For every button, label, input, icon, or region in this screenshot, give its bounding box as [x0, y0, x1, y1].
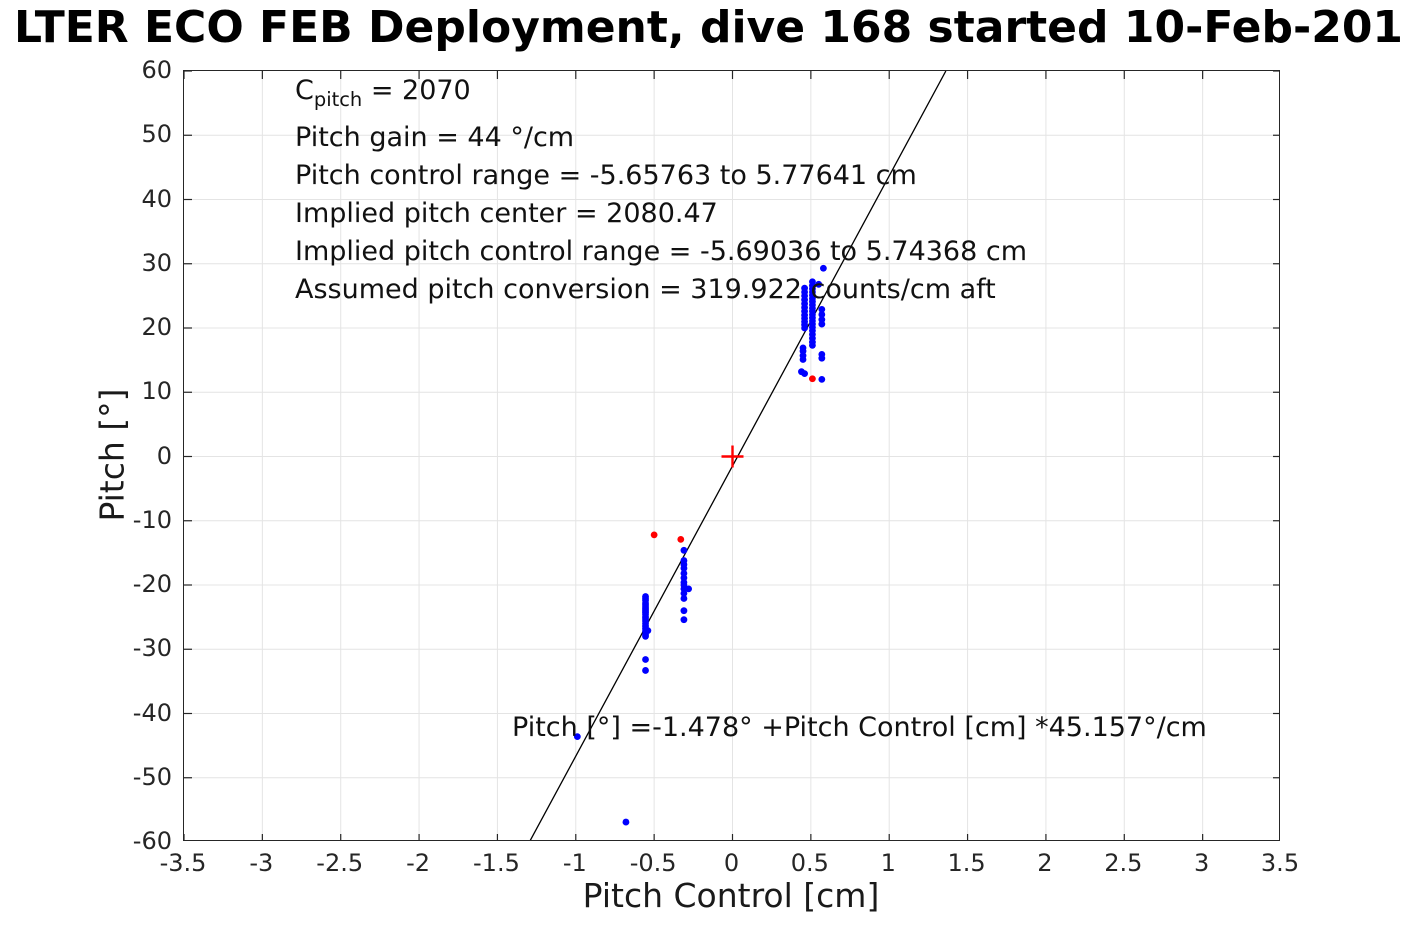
x-tick-label: -1.5: [473, 849, 520, 877]
y-tick-label: 30: [141, 248, 172, 277]
pitch-samples-blue-point: [818, 376, 826, 383]
y-tick-label: 20: [141, 313, 172, 341]
pitch-samples-blue-point: [818, 320, 826, 328]
x-tick-label: 1: [880, 849, 896, 877]
plot-area: [183, 70, 1280, 841]
x-tick-label: -3.5: [159, 849, 207, 877]
pitch-samples-blue-point: [815, 280, 823, 288]
x-tick-label: 0.5: [790, 849, 829, 877]
y-tick-label: 40: [141, 184, 172, 213]
pitch-samples-blue-point: [818, 311, 826, 318]
origin-plus-marker: [721, 445, 744, 468]
chart-title: LTER ECO FEB Deployment, dive 168 starte…: [13, 2, 1404, 53]
pitch-samples-blue-point: [685, 585, 693, 593]
pitch-samples-blue-point: [818, 305, 826, 313]
y-tick-label: -50: [132, 762, 172, 791]
y-tick-label: -20: [132, 570, 172, 598]
y-tick-label: -60: [132, 827, 172, 855]
pitch-samples-red-point: [677, 535, 685, 543]
pitch-samples-blue-point: [680, 595, 688, 602]
pitch-samples-red-point: [650, 531, 658, 539]
pitch-samples-blue-point: [680, 546, 688, 554]
y-tick-label: -40: [132, 698, 172, 727]
fit-equation-label: Pitch [°] =-1.478° +Pitch Control [cm] *…: [512, 712, 1207, 743]
stat-line-assumed-pitch-conversion: Assumed pitch conversion = 319.922 count…: [295, 274, 996, 305]
pitch-samples-blue-point: [680, 564, 688, 572]
y-tick-label: 50: [141, 120, 172, 149]
x-tick-label: 2: [1037, 849, 1053, 877]
cpitch-value: = 2070: [362, 75, 471, 106]
x-tick-label: 3: [1194, 849, 1210, 877]
x-tick-label: 2.5: [1104, 849, 1143, 877]
pitch-samples-blue-point: [809, 341, 816, 349]
pitch-samples-blue-point: [622, 818, 630, 826]
pitch-samples-red-point: [809, 375, 816, 383]
x-tick-label: -2.5: [316, 849, 364, 877]
x-tick-label: -2: [406, 849, 431, 877]
stat-line-implied-pitch-center: Implied pitch center = 2080.47: [295, 198, 718, 229]
pitch-samples-blue-point: [799, 356, 807, 363]
pitch-samples-blue-point: [680, 589, 688, 597]
x-tick-label: 3.5: [1260, 849, 1300, 877]
pitch-samples-blue-point: [642, 667, 649, 674]
cpitch-symbol: C: [295, 75, 314, 106]
y-tick-label: 10: [141, 377, 172, 406]
y-tick-label: -10: [132, 505, 172, 534]
stat-line-cpitch: Cpitch = 2070: [295, 72, 1027, 112]
x-axis-label: Pitch Control [cm]: [582, 876, 880, 915]
stat-line-pitch-control-range: Pitch control range = -5.65763 to 5.7764…: [295, 160, 917, 191]
pitch-samples-blue-point: [642, 633, 649, 640]
x-tick-label: -0.5: [629, 849, 677, 877]
x-tick-label: 1.5: [947, 849, 986, 877]
stat-line-implied-pitch-control-range: Implied pitch control range = -5.69036 t…: [295, 236, 1028, 267]
pitch-samples-blue-point: [642, 656, 649, 663]
pitch-samples-blue-point: [680, 616, 688, 624]
y-tick-label: -30: [132, 634, 172, 663]
y-tick-label: 60: [141, 56, 172, 84]
y-tick-label: 0: [156, 441, 172, 470]
pitch-samples-blue-point: [818, 354, 826, 362]
pitch-samples-blue-point: [801, 370, 808, 378]
x-tick-label: 0: [723, 849, 740, 877]
stats-annotation: Cpitch = 2070 Pitch gain = 44 °/cm Pitch…: [295, 72, 1027, 309]
pitch-samples-blue-point: [573, 733, 581, 741]
pitch-samples-blue-point: [801, 324, 808, 332]
x-tick-label: -1: [562, 849, 587, 877]
pitch-samples-blue-point: [680, 607, 688, 615]
plot-canvas: [184, 71, 1279, 840]
x-tick-label: -3: [249, 849, 274, 877]
pitch-samples-blue-point: [819, 264, 827, 272]
stat-line-pitch-gain: Pitch gain = 44 °/cm: [295, 122, 575, 153]
cpitch-subscript: pitch: [313, 88, 363, 112]
